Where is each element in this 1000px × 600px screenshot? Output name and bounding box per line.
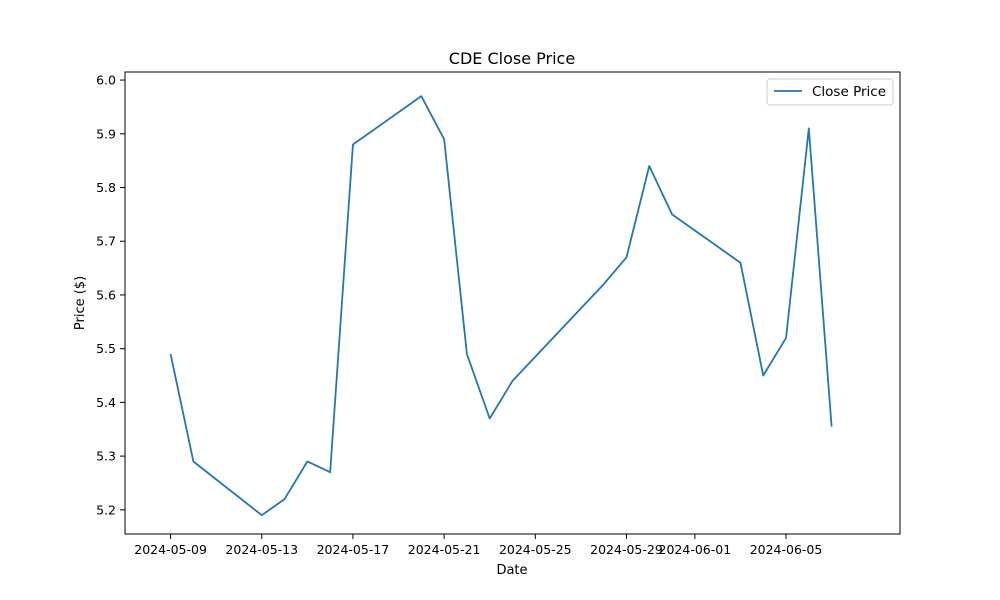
chart-title: CDE Close Price bbox=[449, 49, 575, 68]
x-tick-label: 2024-06-05 bbox=[750, 542, 823, 557]
series-line-close-price bbox=[169, 95, 833, 517]
y-axis: 5.2 5.3 5.4 5.5 5.6 5.7 5.8 5.9 6.0 bbox=[96, 73, 125, 517]
x-tick-label: 2024-06-01 bbox=[659, 542, 732, 557]
y-tick-label: 5.4 bbox=[96, 395, 116, 410]
x-tick-label: 2024-05-21 bbox=[408, 542, 481, 557]
y-tick-label: 5.5 bbox=[96, 341, 116, 356]
x-tick-label: 2024-05-25 bbox=[499, 542, 572, 557]
x-tick-label: 2024-05-09 bbox=[134, 542, 207, 557]
legend-box bbox=[766, 78, 894, 106]
plot-area bbox=[124, 71, 901, 535]
y-tick-label: 5.8 bbox=[96, 180, 116, 195]
y-tick-label: 5.2 bbox=[96, 502, 116, 517]
x-axis-label: Date bbox=[496, 563, 527, 578]
y-tick-label: 5.6 bbox=[96, 287, 116, 302]
legend-label-close-price: Close Price bbox=[812, 84, 886, 100]
x-tick-label: 2024-05-13 bbox=[225, 542, 298, 557]
legend: Close Price bbox=[766, 78, 894, 106]
y-tick-label: 6.0 bbox=[96, 73, 116, 88]
x-tick-label: 2024-05-29 bbox=[590, 542, 663, 557]
y-tick-label: 5.9 bbox=[96, 126, 116, 141]
x-tick-label: 2024-05-17 bbox=[317, 542, 390, 557]
y-axis-label: Price ($) bbox=[73, 276, 88, 330]
y-tick-label: 5.7 bbox=[96, 234, 116, 249]
x-axis: 2024-05-09 2024-05-13 2024-05-17 2024-05-21… bbox=[134, 534, 822, 557]
y-tick-label: 5.3 bbox=[96, 449, 116, 464]
